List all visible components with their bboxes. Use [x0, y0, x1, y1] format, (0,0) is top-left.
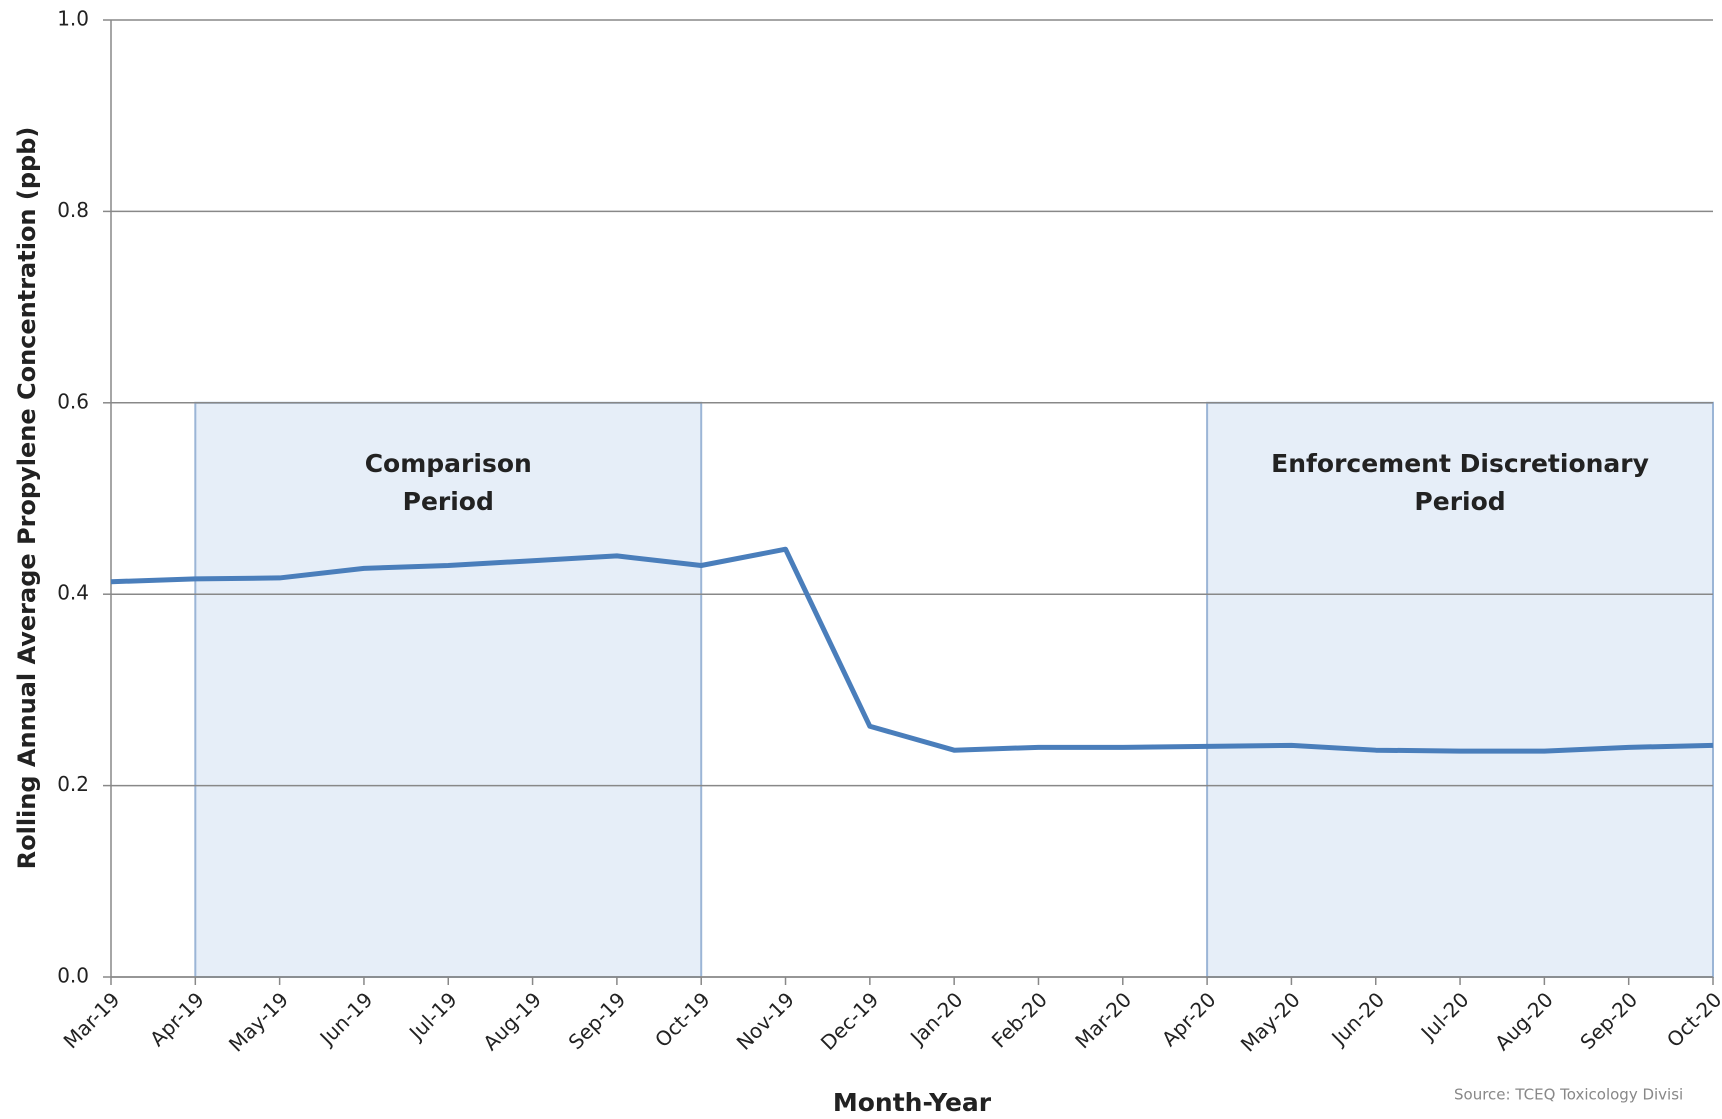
y-axis-title: Rolling Annual Average Propylene Concent…	[13, 127, 41, 870]
region-label: Enforcement Discretionary	[1271, 449, 1649, 478]
y-tick-label: 0.8	[57, 198, 89, 222]
y-tick-label: 0.6	[57, 389, 89, 413]
x-tick-label: Dec-19	[816, 987, 883, 1054]
x-tick-label: Jul-20	[1415, 987, 1474, 1046]
x-tick-label: May-20	[1236, 987, 1305, 1056]
x-tick-label: Mar-19	[59, 987, 125, 1053]
region-label: Comparison	[365, 449, 532, 478]
y-tick-label: 0.0	[57, 964, 89, 988]
x-tick-label: Mar-20	[1070, 987, 1136, 1053]
x-tick-label: Aug-19	[478, 987, 546, 1055]
x-tick-label: Apr-20	[1157, 987, 1221, 1051]
x-tick-label: Jun-19	[314, 987, 378, 1051]
x-tick-label: Sep-19	[564, 987, 631, 1054]
x-tick-label: Jan-20	[904, 987, 967, 1050]
x-tick-label: Jul-19	[403, 987, 462, 1046]
x-tick-label: Apr-19	[145, 987, 209, 1051]
x-tick-label: Jun-20	[1326, 987, 1390, 1051]
x-tick-label: Sep-20	[1575, 987, 1642, 1054]
x-tick-label: May-19	[224, 987, 293, 1056]
x-axis-title: Month-Year	[833, 1088, 992, 1117]
x-tick-label: Oct-19	[650, 987, 715, 1052]
x-tick-label: Aug-20	[1490, 987, 1558, 1055]
source-note: Source: TCEQ Toxicology Divisi	[1454, 1086, 1683, 1104]
x-tick-label: Oct-20	[1662, 987, 1722, 1052]
data-line	[110, 546, 1714, 754]
x-tick-label: Nov-19	[732, 987, 799, 1054]
region-label: Period	[403, 487, 494, 516]
region-label: Period	[1414, 487, 1505, 516]
y-tick-label: 0.4	[57, 581, 89, 605]
x-tick-label: Feb-20	[987, 987, 1052, 1052]
shaded-region	[194, 401, 703, 978]
shaded-region	[1206, 401, 1714, 978]
y-tick-label: 0.2	[57, 772, 89, 796]
y-tick-label: 1.0	[57, 7, 89, 31]
